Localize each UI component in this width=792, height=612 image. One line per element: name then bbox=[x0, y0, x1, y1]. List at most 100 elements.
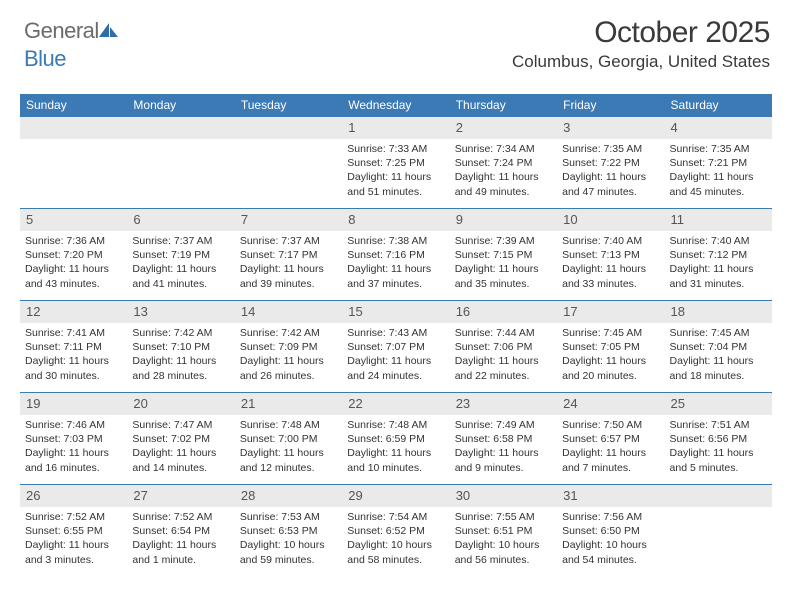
daynum-bar: 23 bbox=[450, 392, 557, 415]
sunset-line: Sunset: 7:19 PM bbox=[132, 248, 229, 262]
calendar-cell: 27Sunrise: 7:52 AMSunset: 6:54 PMDayligh… bbox=[127, 484, 234, 576]
day-body: Sunrise: 7:39 AMSunset: 7:15 PMDaylight:… bbox=[450, 231, 557, 291]
daylight-line: Daylight: 11 hours and 3 minutes. bbox=[25, 538, 122, 566]
calendar-cell: 15 Sunrise: 7:43 AMSunset: 7:07 PMDayligh… bbox=[342, 300, 449, 392]
daylight-line: Daylight: 11 hours and 35 minutes. bbox=[455, 262, 552, 290]
daylight-line: Daylight: 11 hours and 7 minutes. bbox=[562, 446, 659, 474]
calendar-cell: 28Sunrise: 7:53 AMSunset: 6:53 PMDayligh… bbox=[235, 484, 342, 576]
day-number: 29 bbox=[348, 488, 362, 503]
daynum-bar: 29 bbox=[342, 484, 449, 507]
sunrise-line: Sunrise: 7:37 AM bbox=[132, 234, 229, 248]
sunrise-line: Sunrise: 7:47 AM bbox=[132, 418, 229, 432]
sunset-line: Sunset: 7:06 PM bbox=[455, 340, 552, 354]
sunset-line: Sunset: 6:57 PM bbox=[562, 432, 659, 446]
day-number: 20 bbox=[133, 396, 147, 411]
daynum-bar: 24 bbox=[557, 392, 664, 415]
sunset-line: Sunset: 7:25 PM bbox=[347, 156, 444, 170]
day-number: 15 bbox=[348, 304, 362, 319]
daylight-line: Daylight: 10 hours and 56 minutes. bbox=[455, 538, 552, 566]
day-body: Sunrise: 7:38 AMSunset: 7:16 PMDaylight:… bbox=[342, 231, 449, 291]
day-number: 25 bbox=[671, 396, 685, 411]
daylight-line: Daylight: 11 hours and 41 minutes. bbox=[132, 262, 229, 290]
daylight-line: Daylight: 11 hours and 5 minutes. bbox=[670, 446, 767, 474]
sunset-line: Sunset: 7:15 PM bbox=[455, 248, 552, 262]
daylight-line: Daylight: 11 hours and 22 minutes. bbox=[455, 354, 552, 382]
sunset-line: Sunset: 6:56 PM bbox=[670, 432, 767, 446]
weekday-header: Tuesday bbox=[235, 94, 342, 116]
weekday-header: Thursday bbox=[450, 94, 557, 116]
weekday-header: Wednesday bbox=[342, 94, 449, 116]
day-body: Sunrise: 7:52 AMSunset: 6:54 PMDaylight:… bbox=[127, 507, 234, 567]
daynum-bar: 9 bbox=[450, 208, 557, 231]
day-number: 31 bbox=[563, 488, 577, 503]
daylight-line: Daylight: 11 hours and 30 minutes. bbox=[25, 354, 122, 382]
sunrise-line: Sunrise: 7:33 AM bbox=[347, 142, 444, 156]
sunset-line: Sunset: 7:22 PM bbox=[562, 156, 659, 170]
daylight-line: Daylight: 11 hours and 10 minutes. bbox=[347, 446, 444, 474]
day-number: 3 bbox=[563, 120, 570, 135]
day-number: 21 bbox=[241, 396, 255, 411]
sunrise-line: Sunrise: 7:48 AM bbox=[347, 418, 444, 432]
day-body: Sunrise: 7:51 AMSunset: 6:56 PMDaylight:… bbox=[665, 415, 772, 475]
daynum-bar bbox=[235, 116, 342, 139]
day-body: Sunrise: 7:35 AMSunset: 7:22 PMDaylight:… bbox=[557, 139, 664, 199]
sunrise-line: Sunrise: 7:45 AM bbox=[562, 326, 659, 340]
calendar-cell: 23Sunrise: 7:49 AMSunset: 6:58 PMDayligh… bbox=[450, 392, 557, 484]
day-number: 9 bbox=[456, 212, 463, 227]
calendar-cell: 1Sunrise: 7:33 AMSunset: 7:25 PMDaylight… bbox=[342, 116, 449, 208]
day-body: Sunrise: 7:53 AMSunset: 6:53 PMDaylight:… bbox=[235, 507, 342, 567]
day-number: 13 bbox=[133, 304, 147, 319]
day-body: Sunrise: 7:45 AMSunset: 7:04 PMDaylight:… bbox=[665, 323, 772, 383]
sunset-line: Sunset: 7:13 PM bbox=[562, 248, 659, 262]
calendar-cell bbox=[127, 116, 234, 208]
weekday-header: Monday bbox=[127, 94, 234, 116]
daylight-line: Daylight: 10 hours and 58 minutes. bbox=[347, 538, 444, 566]
sunset-line: Sunset: 7:07 PM bbox=[347, 340, 444, 354]
calendar-cell: 21 Sunrise: 7:48 AMSunset: 7:00 PMDayligh… bbox=[235, 392, 342, 484]
day-body: Sunrise: 7:37 AMSunset: 7:19 PMDaylight:… bbox=[127, 231, 234, 291]
day-body: Sunrise: 7:48 AMSunset: 7:00 PMDaylight:… bbox=[235, 415, 342, 475]
sunset-line: Sunset: 6:53 PM bbox=[240, 524, 337, 538]
daynum-bar: 8 bbox=[342, 208, 449, 231]
calendar-cell: 25 Sunrise: 7:51 AMSunset: 6:56 PMDayligh… bbox=[665, 392, 772, 484]
day-number: 16 bbox=[456, 304, 470, 319]
daynum-bar: 26 bbox=[20, 484, 127, 507]
day-body: Sunrise: 7:44 AMSunset: 7:06 PMDaylight:… bbox=[450, 323, 557, 383]
calendar-cell: 13Sunrise: 7:42 AMSunset: 7:10 PMDayligh… bbox=[127, 300, 234, 392]
daynum-bar bbox=[20, 116, 127, 139]
daynum-bar: 7 bbox=[235, 208, 342, 231]
day-number: 2 bbox=[456, 120, 463, 135]
daylight-line: Daylight: 11 hours and 26 minutes. bbox=[240, 354, 337, 382]
logo-text-general: General bbox=[24, 18, 99, 43]
daylight-line: Daylight: 11 hours and 43 minutes. bbox=[25, 262, 122, 290]
calendar-cell: 24Sunrise: 7:50 AMSunset: 6:57 PMDayligh… bbox=[557, 392, 664, 484]
weekday-header: Saturday bbox=[665, 94, 772, 116]
sunrise-line: Sunrise: 7:52 AM bbox=[25, 510, 122, 524]
calendar-week: 26Sunrise: 7:52 AMSunset: 6:55 PMDayligh… bbox=[20, 484, 772, 576]
daynum-bar: 17 bbox=[557, 300, 664, 323]
day-number: 4 bbox=[671, 120, 678, 135]
calendar-cell: 12Sunrise: 7:41 AMSunset: 7:11 PMDayligh… bbox=[20, 300, 127, 392]
location: Columbus, Georgia, United States bbox=[512, 52, 770, 72]
sunrise-line: Sunrise: 7:54 AM bbox=[347, 510, 444, 524]
day-body: Sunrise: 7:54 AMSunset: 6:52 PMDaylight:… bbox=[342, 507, 449, 567]
sunset-line: Sunset: 6:58 PM bbox=[455, 432, 552, 446]
day-number: 11 bbox=[671, 212, 685, 227]
sunset-line: Sunset: 6:50 PM bbox=[562, 524, 659, 538]
weekday-row: SundayMondayTuesdayWednesdayThursdayFrid… bbox=[20, 94, 772, 116]
day-number: 19 bbox=[26, 396, 40, 411]
weekday-header: Sunday bbox=[20, 94, 127, 116]
day-body: Sunrise: 7:48 AMSunset: 6:59 PMDaylight:… bbox=[342, 415, 449, 475]
day-number: 22 bbox=[348, 396, 362, 411]
day-body: Sunrise: 7:34 AMSunset: 7:24 PMDaylight:… bbox=[450, 139, 557, 199]
calendar-cell bbox=[665, 484, 772, 576]
sunset-line: Sunset: 7:04 PM bbox=[670, 340, 767, 354]
calendar-cell: 6Sunrise: 7:37 AMSunset: 7:19 PMDaylight… bbox=[127, 208, 234, 300]
daynum-bar: 22 bbox=[342, 392, 449, 415]
daynum-bar: 12 bbox=[20, 300, 127, 323]
day-body: Sunrise: 7:43 AMSunset: 7:07 PMDaylight:… bbox=[342, 323, 449, 383]
day-body: Sunrise: 7:35 AMSunset: 7:21 PMDaylight:… bbox=[665, 139, 772, 199]
daylight-line: Daylight: 11 hours and 33 minutes. bbox=[562, 262, 659, 290]
day-number: 23 bbox=[456, 396, 470, 411]
sunrise-line: Sunrise: 7:46 AM bbox=[25, 418, 122, 432]
